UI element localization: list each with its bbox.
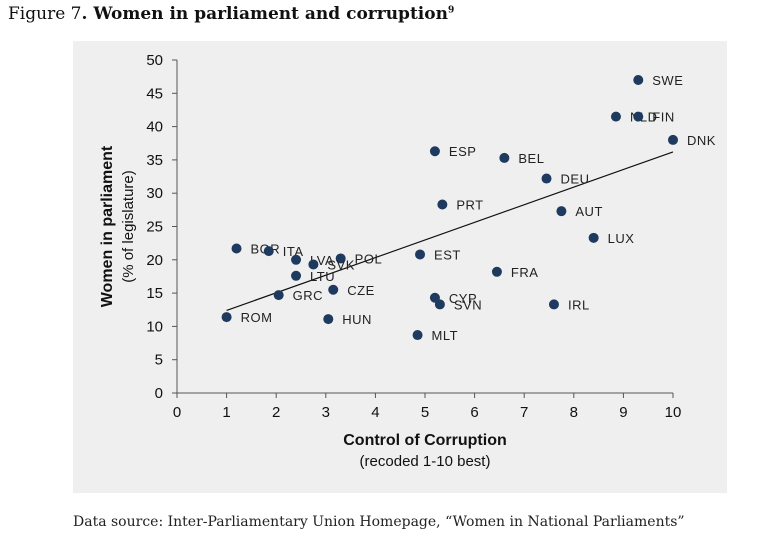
y-tick-label: 45 bbox=[146, 85, 163, 102]
data-point-label: SVN bbox=[454, 297, 482, 312]
y-tick-label: 15 bbox=[146, 285, 163, 302]
data-point bbox=[491, 266, 502, 277]
data-point bbox=[273, 290, 284, 301]
data-point-label: LTU bbox=[310, 269, 335, 284]
data-point-label: IRL bbox=[568, 297, 590, 312]
data-point bbox=[588, 232, 599, 243]
data-point bbox=[499, 152, 510, 163]
data-point bbox=[221, 312, 232, 323]
x-tick-label: 6 bbox=[470, 404, 478, 421]
data-point bbox=[263, 246, 274, 257]
data-point bbox=[434, 299, 445, 310]
x-axis-subtitle: (recoded 1-10 best) bbox=[360, 453, 491, 470]
data-point-label: PRT bbox=[456, 198, 483, 213]
data-point-label: MLT bbox=[432, 328, 459, 343]
x-axis-title: Control of Corruption bbox=[343, 432, 507, 449]
data-point-label: SVK bbox=[327, 257, 355, 272]
x-tick-label: 0 bbox=[173, 404, 181, 421]
figure-title-text: Women in parliament and corruption bbox=[93, 4, 448, 24]
data-point-label: CZE bbox=[347, 283, 375, 298]
x-tick-label: 1 bbox=[222, 404, 230, 421]
x-tick-label: 10 bbox=[665, 404, 682, 421]
data-point bbox=[668, 134, 678, 145]
y-tick-label: 5 bbox=[155, 352, 163, 369]
x-tick-label: 9 bbox=[619, 404, 627, 421]
data-point bbox=[556, 206, 567, 217]
x-tick-label: 3 bbox=[322, 404, 330, 421]
data-point-label: DEU bbox=[561, 172, 590, 187]
footnote-marker: 9 bbox=[447, 5, 455, 16]
y-axis-subtitle: (% of legislature) bbox=[120, 170, 137, 283]
data-point bbox=[323, 314, 334, 325]
y-tick-label: 35 bbox=[146, 152, 163, 169]
y-axis-title: Women in parliament bbox=[99, 145, 116, 307]
data-point bbox=[633, 74, 644, 85]
y-tick-label: 20 bbox=[146, 252, 163, 269]
data-point-label: GRC bbox=[293, 288, 323, 303]
data-point bbox=[231, 243, 242, 254]
x-tick-label: 7 bbox=[520, 404, 528, 421]
data-point bbox=[633, 111, 644, 122]
data-point-label: DNK bbox=[687, 133, 716, 148]
data-point bbox=[541, 173, 552, 184]
data-point-label: ROM bbox=[241, 310, 273, 325]
data-point-label: SWE bbox=[652, 73, 683, 88]
data-point bbox=[412, 330, 423, 341]
data-source-note: Data source: Inter-Parliamentary Union H… bbox=[73, 514, 685, 530]
data-point-label: EST bbox=[434, 247, 461, 262]
y-tick-label: 25 bbox=[146, 219, 163, 236]
data-point bbox=[437, 199, 448, 210]
data-point-label: LUX bbox=[608, 231, 635, 246]
data-point bbox=[291, 254, 302, 265]
trend-line bbox=[226, 151, 674, 311]
data-point bbox=[291, 270, 302, 281]
data-point-label: FRA bbox=[511, 265, 539, 280]
data-point bbox=[429, 146, 440, 157]
data-point-label: HUN bbox=[342, 312, 372, 327]
data-point bbox=[328, 284, 339, 295]
data-point bbox=[610, 111, 621, 122]
data-point-label: CYP bbox=[449, 291, 477, 306]
x-tick-label: 2 bbox=[272, 404, 280, 421]
y-tick-label: 0 bbox=[155, 385, 163, 402]
y-tick-label: 40 bbox=[146, 119, 163, 136]
y-tick-label: 30 bbox=[146, 185, 163, 202]
x-tick-label: 5 bbox=[421, 404, 429, 421]
x-tick-label: 8 bbox=[570, 404, 578, 421]
y-tick-label: 10 bbox=[146, 318, 163, 335]
x-tick-label: 4 bbox=[371, 404, 379, 421]
data-point bbox=[548, 299, 559, 310]
y-tick-label: 50 bbox=[146, 52, 163, 69]
data-point-label: ESP bbox=[449, 144, 477, 159]
data-point-label: FIN bbox=[652, 110, 674, 125]
figure-number: Figure 7 bbox=[8, 4, 82, 24]
data-point-label: POL bbox=[355, 251, 383, 266]
data-point-label: BEL bbox=[518, 151, 544, 166]
data-point bbox=[415, 249, 426, 260]
data-point bbox=[335, 253, 346, 264]
data-point-label: AUT bbox=[575, 204, 603, 219]
figure-title: Figure 7. Women in parliament and corrup… bbox=[8, 4, 454, 24]
data-point bbox=[308, 259, 319, 270]
figure-separator: . bbox=[81, 4, 94, 24]
